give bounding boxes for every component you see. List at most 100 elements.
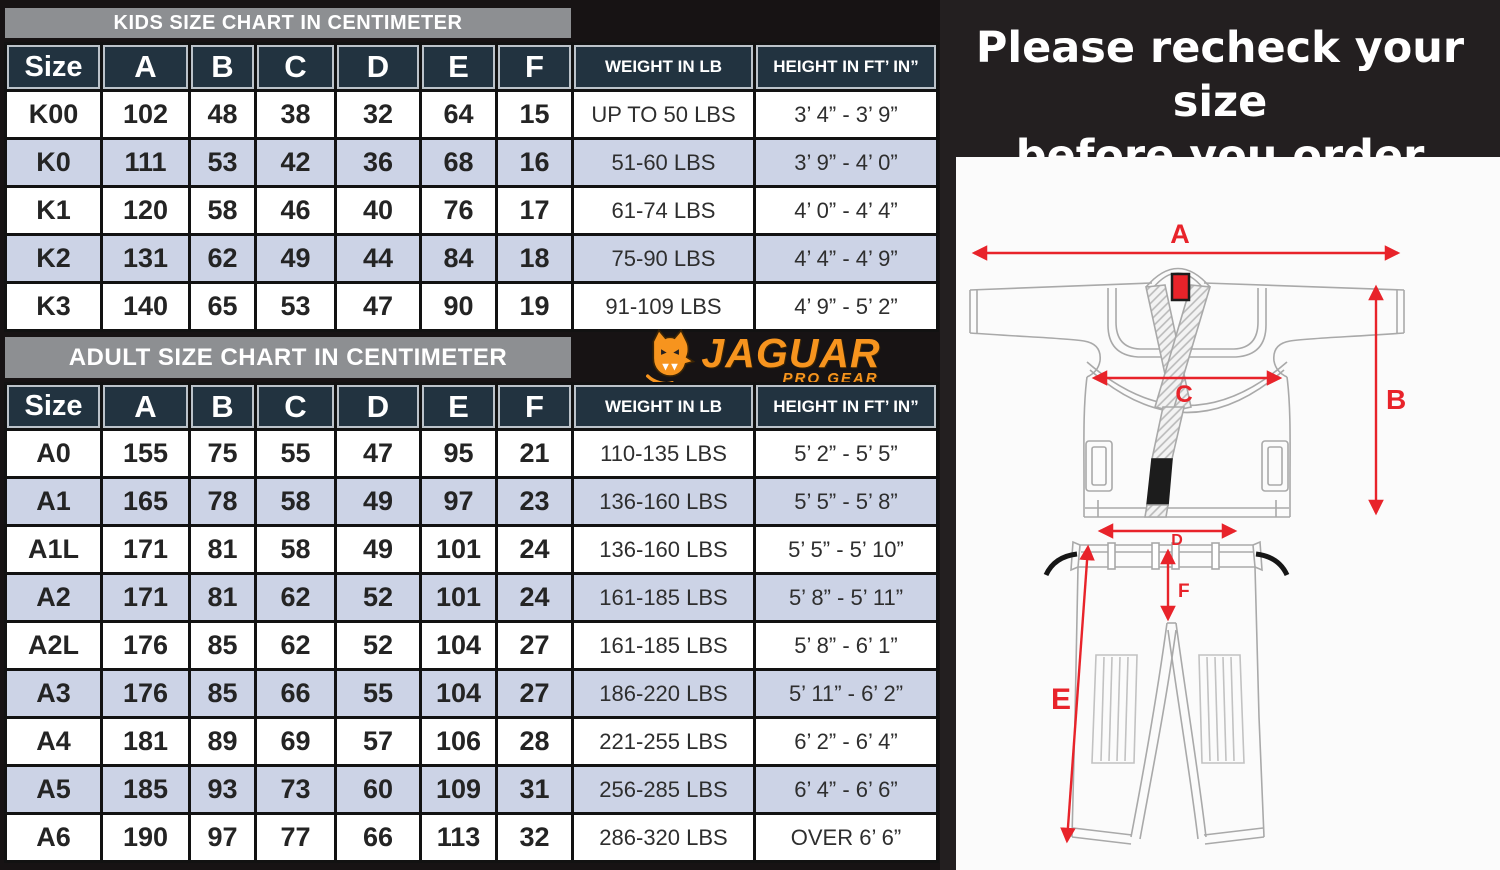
- kids-table-header-row: Size A B C D E F WEIGHT IN LB HEIGHT IN FT’ IN”: [4, 42, 939, 92]
- table-cell: 68: [419, 137, 498, 188]
- table-cell: 75: [188, 428, 257, 479]
- column-header: HEIGHT IN FT’ IN”: [753, 42, 939, 92]
- table-cell: 69: [254, 716, 337, 767]
- table-cell: 101: [419, 524, 498, 575]
- gi-pants-diagram: [1043, 540, 1290, 845]
- table-cell: 61-74 LBS: [571, 185, 756, 236]
- measure-label-F: F: [1178, 581, 1190, 602]
- table-cell: 101: [419, 572, 498, 623]
- table-cell: 161-185 LBS: [571, 620, 756, 671]
- table-cell: A6: [4, 812, 103, 863]
- table-cell: 19: [495, 281, 574, 332]
- table-cell: 95: [419, 428, 498, 479]
- table-row: K3 140 65 53 47 90 19 91-109 LBS 4’ 9” - 5’ 2”: [4, 281, 939, 332]
- table-cell: 97: [188, 812, 257, 863]
- column-header: WEIGHT IN LB: [571, 42, 756, 92]
- column-header: B: [188, 42, 257, 92]
- table-row: K1 120 58 46 40 76 17 61-74 LBS 4’ 0” - 4’ 4”: [4, 185, 939, 236]
- table-cell: 4’ 9” - 5’ 2”: [753, 281, 939, 332]
- table-cell: 57: [334, 716, 422, 767]
- table-cell: 84: [419, 233, 498, 284]
- table-cell: 5’ 2” - 5’ 5”: [753, 428, 939, 479]
- table-cell: 49: [334, 524, 422, 575]
- table-cell: 3’ 9” - 4’ 0”: [753, 137, 939, 188]
- table-cell: 58: [254, 476, 337, 527]
- table-cell: A1: [4, 476, 103, 527]
- kids-chart-title: KIDS SIZE CHART IN CENTIMETER: [113, 11, 463, 34]
- table-cell: K3: [4, 281, 103, 332]
- table-cell: 109: [419, 764, 498, 815]
- table-cell: 40: [334, 185, 422, 236]
- table-cell: 165: [100, 476, 191, 527]
- table-cell: 62: [188, 233, 257, 284]
- kids-chart-title-bar: KIDS SIZE CHART IN CENTIMETER: [5, 8, 571, 38]
- table-row: A0 155 75 55 47 95 21 110-135 LBS 5’ 2” - 5’ 5”: [4, 428, 939, 479]
- table-cell: 185: [100, 764, 191, 815]
- table-cell: 5’ 11” - 6’ 2”: [753, 668, 939, 719]
- table-cell: 3’ 4” - 3’ 9”: [753, 89, 939, 140]
- column-header: WEIGHT IN LB: [571, 382, 756, 431]
- table-cell: 190: [100, 812, 191, 863]
- table-cell: A4: [4, 716, 103, 767]
- table-cell: 16: [495, 137, 574, 188]
- table-cell: 85: [188, 668, 257, 719]
- table-cell: 78: [188, 476, 257, 527]
- table-cell: 66: [334, 812, 422, 863]
- table-cell: UP TO 50 LBS: [571, 89, 756, 140]
- table-cell: 97: [419, 476, 498, 527]
- table-cell: 47: [334, 281, 422, 332]
- table-cell: 58: [188, 185, 257, 236]
- size-tables-area: KIDS SIZE CHART IN CENTIMETER Size A B C D E F…: [4, 8, 939, 863]
- table-cell: 24: [495, 524, 574, 575]
- measure-arrow-E: [1060, 544, 1095, 844]
- column-header: D: [334, 42, 422, 92]
- table-cell: 81: [188, 572, 257, 623]
- table-cell: 53: [254, 281, 337, 332]
- table-cell: 21: [495, 428, 574, 479]
- table-cell: 55: [334, 668, 422, 719]
- table-cell: A5: [4, 764, 103, 815]
- table-cell: 73: [254, 764, 337, 815]
- table-cell: 42: [254, 137, 337, 188]
- table-cell: 60: [334, 764, 422, 815]
- column-header: A: [100, 382, 191, 431]
- logo-brand-text: JAGUAR: [701, 330, 881, 376]
- table-cell: 104: [419, 668, 498, 719]
- table-row: A6 190 97 77 66 113 32 286-320 LBS OVER 6’ 6”: [4, 812, 939, 863]
- table-cell: 176: [100, 668, 191, 719]
- measure-label-C: C: [1175, 381, 1192, 408]
- table-cell: 286-320 LBS: [571, 812, 756, 863]
- table-cell: 64: [419, 89, 498, 140]
- column-header: E: [419, 382, 498, 431]
- measure-label-A: A: [1170, 219, 1190, 249]
- table-cell: 81: [188, 524, 257, 575]
- gi-measurement-diagram: A B C: [969, 219, 1406, 845]
- table-cell: 186-220 LBS: [571, 668, 756, 719]
- table-cell: 110-135 LBS: [571, 428, 756, 479]
- notice-line-1: Please recheck your size: [975, 23, 1465, 127]
- table-cell: 38: [254, 89, 337, 140]
- table-cell: 5’ 8” - 5’ 11”: [753, 572, 939, 623]
- table-cell: 66: [254, 668, 337, 719]
- jacket-measure-arrows: [971, 245, 1401, 516]
- column-header: F: [495, 42, 574, 92]
- table-cell: K00: [4, 89, 103, 140]
- table-cell: A2: [4, 572, 103, 623]
- table-cell: 27: [495, 668, 574, 719]
- column-header: Size: [4, 42, 103, 92]
- table-cell: 89: [188, 716, 257, 767]
- measurement-diagram-panel: A B C: [956, 157, 1500, 870]
- table-cell: 111: [100, 137, 191, 188]
- measure-label-D: D: [1171, 532, 1183, 549]
- table-cell: K1: [4, 185, 103, 236]
- column-header: E: [419, 42, 498, 92]
- measure-label-E: E: [1051, 683, 1071, 716]
- jaguar-pro-gear-logo: JAGUAR PRO GEAR: [588, 326, 936, 390]
- table-row: A2L 176 85 62 52 104 27 161-185 LBS 5’ 8” - 6’ 1…: [4, 620, 939, 671]
- table-cell: A3: [4, 668, 103, 719]
- table-cell: 77: [254, 812, 337, 863]
- logo-wordmark: JAGUAR PRO GEAR: [701, 326, 880, 390]
- table-cell: 155: [100, 428, 191, 479]
- table-cell: 58: [254, 524, 337, 575]
